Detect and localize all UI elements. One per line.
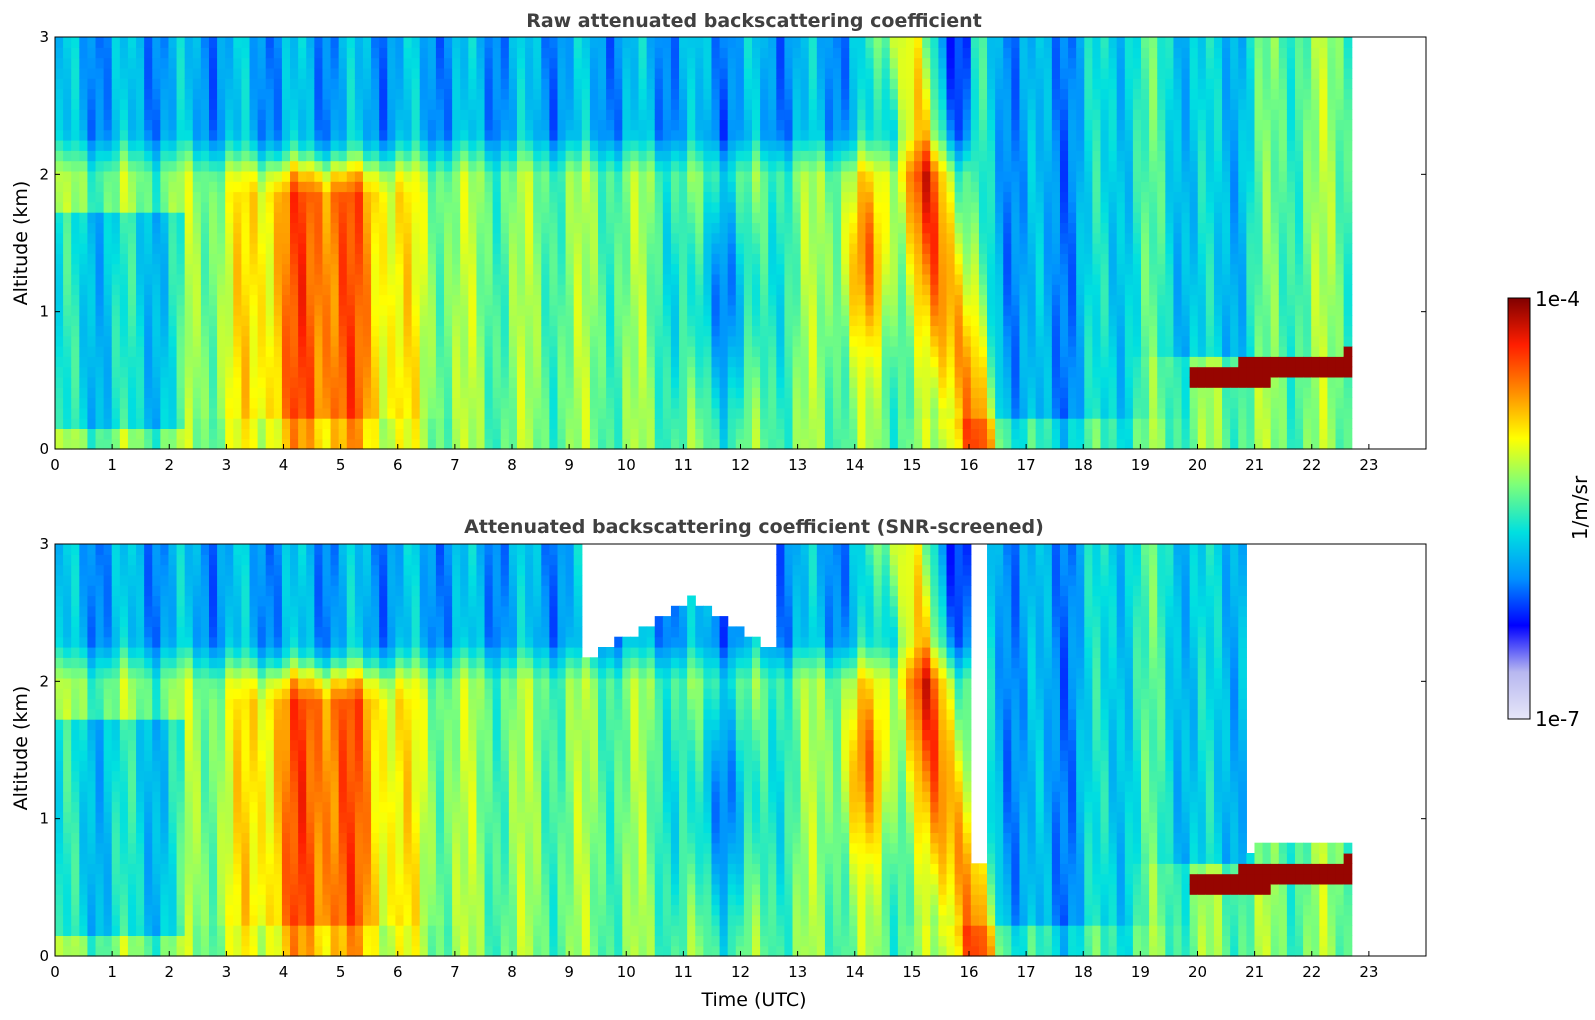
- x-tick-label: 2: [164, 963, 174, 981]
- x-tick-label: 23: [1359, 963, 1378, 981]
- x-tick-label: 19: [1131, 456, 1150, 474]
- x-tick-label: 6: [393, 963, 403, 981]
- y-tick-label: 1: [39, 303, 49, 321]
- x-tick-label: 15: [902, 963, 921, 981]
- y-tick-label: 0: [39, 440, 49, 458]
- x-tick-label: 18: [1074, 963, 1093, 981]
- x-tick-label: 22: [1302, 963, 1321, 981]
- x-tick-label: 14: [845, 456, 864, 474]
- heatmap-cells: [55, 544, 1353, 957]
- x-tick-label: 1: [107, 963, 117, 981]
- x-tick-label: 21: [1245, 963, 1264, 981]
- y-tick-label: 1: [39, 810, 49, 828]
- x-tick-label: 4: [279, 963, 289, 981]
- x-tick-label: 7: [450, 963, 460, 981]
- x-tick-label: 5: [336, 963, 346, 981]
- colorbar-gradient-bar: [1507, 297, 1531, 720]
- x-tick-label: 16: [959, 456, 978, 474]
- x-tick-label: 5: [336, 456, 346, 474]
- x-tick-label: 11: [674, 963, 693, 981]
- x-tick-label: 10: [617, 456, 636, 474]
- x-tick-label: 8: [507, 456, 517, 474]
- x-tick-label: 15: [902, 456, 921, 474]
- x-tick-label: 18: [1074, 456, 1093, 474]
- x-tick-label: 9: [564, 456, 574, 474]
- x-tick-label: 9: [564, 963, 574, 981]
- x-tick-label: 8: [507, 963, 517, 981]
- y-tick-label: 3: [39, 28, 49, 46]
- x-tick-label: 19: [1131, 963, 1150, 981]
- top-panel-title: Raw attenuated backscattering coefficien…: [526, 10, 982, 32]
- x-tick-label: 23: [1359, 456, 1378, 474]
- x-tick-label: 14: [845, 963, 864, 981]
- bottom-heatmap-panel: 0 1 2 3 4 5 6 7 8 9 10 11 12 13 14 15 16 17 18 19 20 21 22 2301…: [39, 535, 1427, 981]
- x-tick-label: 12: [731, 456, 750, 474]
- colorbar-min-label: 1e-7: [1535, 707, 1580, 731]
- x-tick-label: 20: [1188, 963, 1207, 981]
- x-tick-label: 7: [450, 456, 460, 474]
- x-tick-label: 3: [222, 456, 232, 474]
- x-tick-label: 11: [674, 456, 693, 474]
- x-tick-label: 16: [959, 963, 978, 981]
- x-tick-label: 0: [50, 456, 60, 474]
- top-heatmap-panel: 0 1 2 3 4 5 6 7 8 9 10 11 12 13 14 15 16 17 18 19 20 21 22 2301…: [39, 28, 1427, 474]
- x-tick-label: 4: [279, 456, 289, 474]
- x-tick-label: 17: [1017, 963, 1036, 981]
- bottom-y-axis-label: Altitude (km): [10, 686, 32, 811]
- y-tick-label: 0: [39, 947, 49, 965]
- x-tick-label: 13: [788, 456, 807, 474]
- x-tick-label: 0: [50, 963, 60, 981]
- bottom-panel-title: Attenuated backscattering coefficient (S…: [464, 516, 1044, 538]
- x-tick-label: 3: [222, 963, 232, 981]
- x-tick-label: 1: [107, 456, 117, 474]
- x-tick-label: 12: [731, 963, 750, 981]
- x-tick-label: 20: [1188, 456, 1207, 474]
- heatmap-cells: [55, 37, 1353, 450]
- colorbar-max-label: 1e-4: [1535, 287, 1580, 311]
- y-tick-label: 3: [39, 535, 49, 553]
- x-tick-label: 17: [1017, 456, 1036, 474]
- x-tick-label: 13: [788, 963, 807, 981]
- x-tick-label: 22: [1302, 456, 1321, 474]
- top-y-axis-label: Altitude (km): [10, 181, 32, 306]
- x-tick-label: 2: [164, 456, 174, 474]
- y-tick-label: 2: [39, 165, 49, 183]
- x-tick-label: 21: [1245, 456, 1264, 474]
- x-tick-label: 6: [393, 456, 403, 474]
- x-tick-label: 10: [617, 963, 636, 981]
- colorbar: 1e-4 1e-7 1/m/sr: [1507, 287, 1592, 731]
- colorbar-unit-label: 1/m/sr: [1568, 475, 1592, 540]
- y-tick-label: 2: [39, 672, 49, 690]
- x-axis-label: Time (UTC): [700, 989, 806, 1011]
